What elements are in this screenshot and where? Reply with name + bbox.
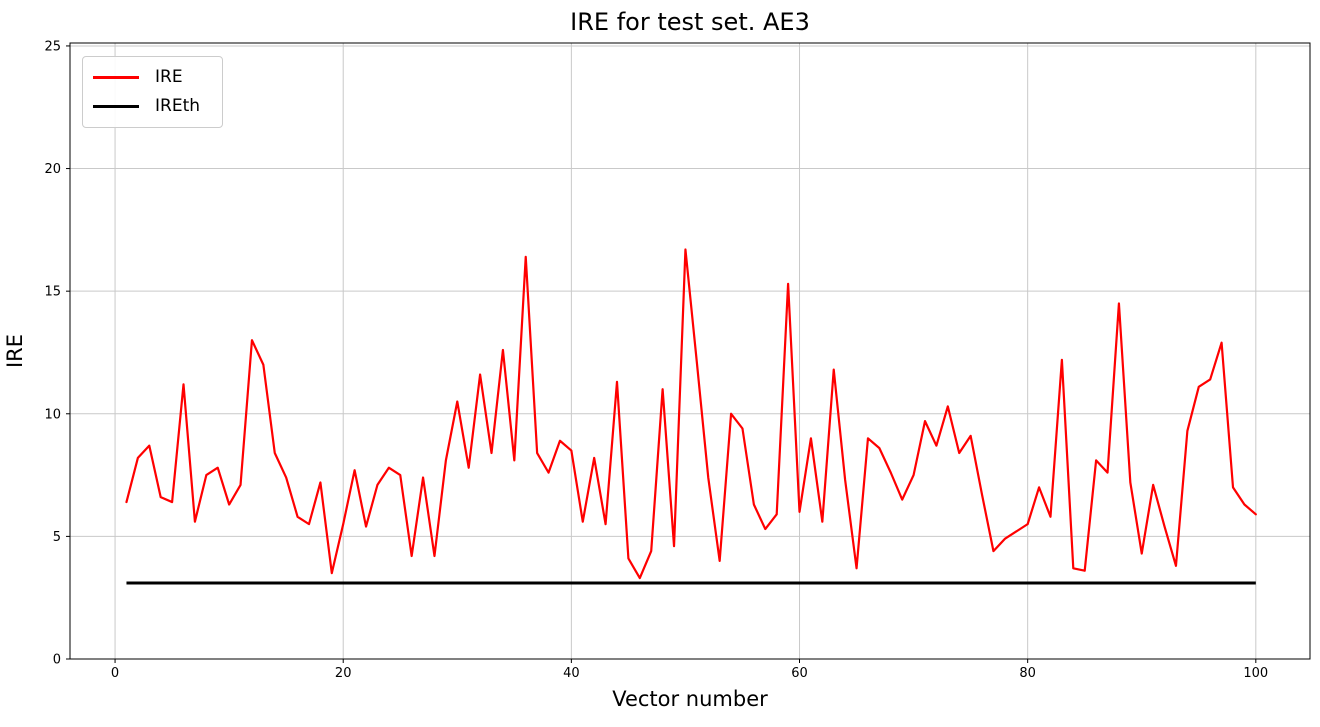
x-tick-label: 0 — [111, 666, 119, 681]
x-tick-label: 20 — [335, 666, 352, 681]
legend-item-ire: IRE — [93, 63, 212, 92]
y-tick-label: 5 — [53, 530, 61, 545]
y-axis-label: IRE — [3, 333, 27, 369]
legend-label-ireth: IREth — [155, 96, 201, 116]
y-tick-label: 15 — [44, 285, 61, 300]
x-tick-label: 40 — [563, 666, 580, 681]
y-tick-label: 10 — [44, 407, 61, 422]
x-axis-label: Vector number — [612, 687, 768, 711]
ireth-line-sample — [93, 105, 139, 108]
plot-border — [69, 42, 1311, 660]
ire-line-sample — [93, 76, 139, 79]
ire-line — [125, 248, 1257, 580]
legend: IRE IREth — [82, 56, 223, 128]
x-tick-label: 60 — [791, 666, 808, 681]
chart-title: IRE for test set. AE3 — [570, 8, 810, 36]
legend-item-ireth: IREth — [93, 92, 212, 121]
y-tick-label: 20 — [44, 162, 61, 177]
x-tick-label: 80 — [1019, 666, 1036, 681]
y-tick-label: 25 — [44, 39, 61, 54]
legend-label-ire: IRE — [155, 67, 183, 87]
y-tick-label: 0 — [53, 653, 61, 668]
x-tick-label: 100 — [1243, 666, 1268, 681]
